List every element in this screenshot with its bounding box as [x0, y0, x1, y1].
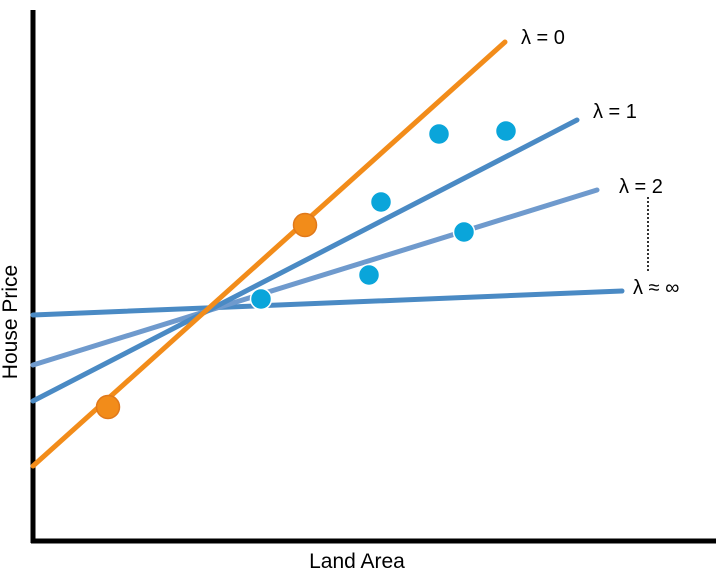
- lambda-infinity-label: λ ≈ ∞: [633, 277, 679, 299]
- x-axis-title: Land Area: [309, 550, 405, 573]
- y-axis-title: House Price: [0, 265, 22, 379]
- testing-point: [357, 263, 381, 287]
- testing-point: [452, 220, 476, 244]
- lambda-0-label: λ = 0: [521, 27, 565, 49]
- testing-point: [427, 122, 451, 146]
- line-lambda-1: [30, 117, 580, 404]
- line-lambda-infinity: [30, 288, 625, 318]
- training-point: [292, 212, 318, 238]
- lambda-1-label: λ = 1: [593, 101, 637, 123]
- training-point: [95, 394, 121, 420]
- testing-point: [369, 190, 393, 214]
- testing-point: [494, 119, 518, 143]
- testing-point: [249, 287, 273, 311]
- line-lambda-2: [30, 187, 600, 368]
- lambda-2-label: λ = 2: [619, 176, 663, 198]
